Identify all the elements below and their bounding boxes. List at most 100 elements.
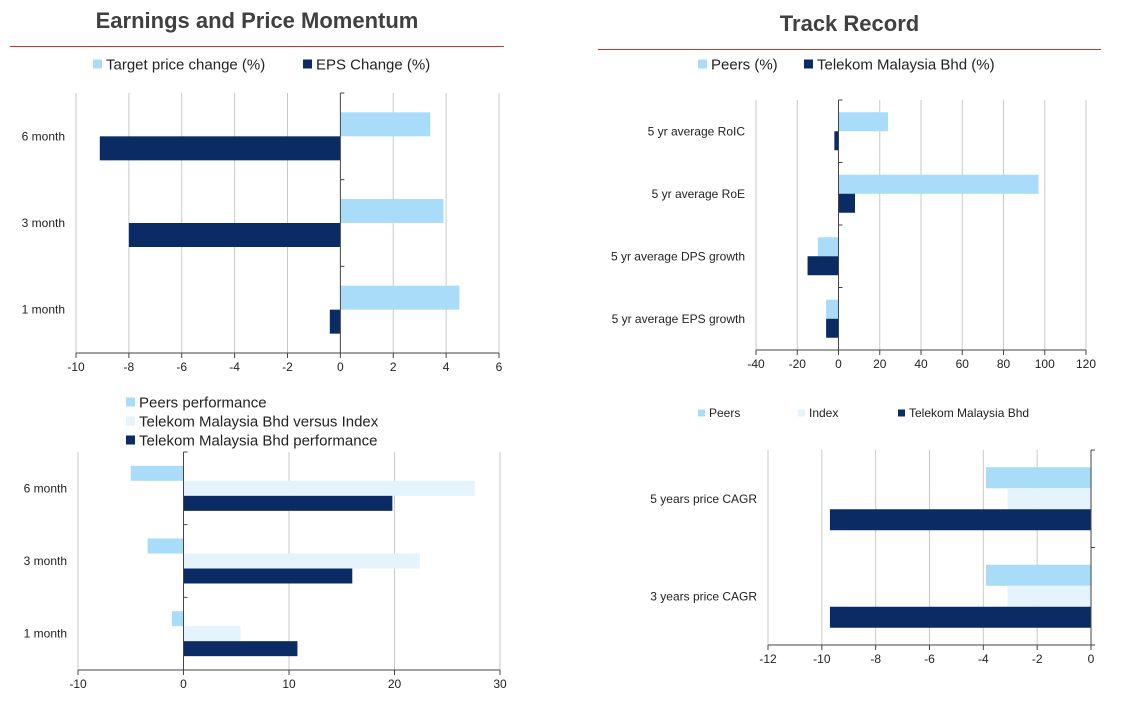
legend-label: Telekom Malaysia Bhd versus Index: [139, 413, 379, 430]
category-label: 3 month: [24, 554, 67, 568]
bar-telekom-malaysia-bhd-5-yr-average-eps-growth: [826, 318, 839, 338]
legend-swatch: [93, 59, 102, 69]
category-label: 3 years price CAGR: [650, 589, 757, 603]
legend-label: Telekom Malaysia Bhd: [909, 406, 1029, 420]
x-tick-label: -10: [69, 677, 87, 691]
bar-telekom-malaysia-bhd-versus-index-3-month: [183, 553, 420, 569]
x-tick-label: 0: [835, 357, 842, 371]
bar-telekom-malaysia-bhd-versus-index-6-month: [183, 480, 475, 496]
x-tick-label: 0: [180, 677, 187, 691]
bar-peers-5-yr-average-dps-growth: [817, 237, 839, 257]
legend-swatch: [698, 409, 705, 417]
bar-telekom-malaysia-bhd-3-years-price-cagr: [829, 606, 1091, 628]
peers-performance-chart: 6 month 3 month 1 month -10 0 10 20 30 Peers per…: [24, 394, 507, 691]
category-label: 5 years price CAGR: [650, 492, 757, 506]
bar-index-5-years-price-cagr: [1007, 488, 1091, 510]
right-title-rule: [598, 49, 1101, 50]
x-tick-label: 6: [496, 360, 503, 374]
bar-eps-change-1-month: [329, 309, 341, 334]
legend-swatch: [303, 59, 312, 69]
legend-label: Peers performance: [139, 394, 267, 411]
x-tick-label: -20: [789, 357, 807, 371]
legend-swatch: [126, 397, 135, 407]
bar-peers-5-yr-average-roic: [838, 112, 888, 132]
left-section-title: Earnings and Price Momentum: [95, 8, 419, 33]
category-label: 1 month: [24, 627, 67, 641]
legend-label: Peers (%): [711, 56, 778, 73]
x-tick-label: 10: [282, 677, 296, 691]
x-tick-label: -8: [124, 360, 135, 374]
legend-swatch: [698, 59, 707, 69]
bar-target-price-change-6-month: [340, 112, 431, 137]
bar-target-price-change-3-month: [340, 199, 444, 223]
x-tick-label: -8: [870, 652, 881, 666]
x-tick-label: 20: [388, 677, 402, 691]
bar-telekom-malaysia-bhd-performance-3-month: [183, 568, 353, 584]
category-label: 5 yr average DPS growth: [611, 249, 745, 263]
legend-label: Telekom Malaysia Bhd (%): [817, 56, 995, 73]
x-tick-label: -6: [176, 360, 187, 374]
legend-label: Peers: [709, 406, 740, 420]
x-tick-label: 80: [997, 357, 1011, 371]
x-tick-label: 30: [493, 677, 507, 691]
legend-label: Index: [809, 406, 838, 420]
x-tick-label: 4: [443, 360, 450, 374]
right-section-title: Track Record: [779, 11, 920, 36]
x-tick-label: -10: [813, 652, 831, 666]
x-tick-label: 20: [873, 357, 887, 371]
bar-peers-3-years-price-cagr: [986, 564, 1091, 586]
x-tick-label: 40: [914, 357, 928, 371]
legend-swatch: [898, 409, 905, 417]
track-record-chart: 5 yr average RoIC 5 yr average RoE 5 yr av…: [611, 56, 1096, 371]
bar-eps-change-6-month: [99, 136, 341, 161]
bar-peers-performance-6-month: [130, 465, 184, 481]
bar-peers-5-yr-average-roe: [838, 174, 1039, 194]
bar-peers-performance-1-month: [171, 611, 184, 627]
x-tick-label: -4: [978, 652, 989, 666]
legend-swatch: [126, 435, 135, 445]
x-tick-label: -6: [924, 652, 935, 666]
category-label: 6 month: [22, 129, 65, 143]
x-tick-label: -12: [759, 652, 777, 666]
bar-telekom-malaysia-bhd-5-yr-average-roic: [834, 131, 839, 151]
bar-telekom-malaysia-bhd-versus-index-1-month: [183, 626, 241, 642]
bar-peers-5-yr-average-eps-growth: [826, 299, 839, 319]
left-title-rule: [10, 46, 504, 47]
category-label: 6 month: [24, 481, 67, 495]
category-label: 5 yr average EPS growth: [612, 312, 745, 326]
category-label: 3 month: [22, 216, 65, 230]
category-label: 5 yr average RoE: [652, 187, 745, 201]
bar-peers-5-years-price-cagr: [986, 467, 1091, 489]
x-tick-label: -2: [1032, 652, 1043, 666]
price-cagr-chart: 5 years price CAGR 3 years price CAGR -12 -…: [650, 406, 1095, 666]
legend-swatch: [804, 59, 813, 69]
bar-telekom-malaysia-bhd-5-yr-average-roe: [838, 193, 855, 213]
legend-label: Telekom Malaysia Bhd performance: [139, 432, 377, 449]
bar-telekom-malaysia-bhd-5-years-price-cagr: [829, 509, 1091, 531]
bar-peers-performance-3-month: [147, 538, 184, 554]
x-tick-label: -4: [229, 360, 240, 374]
x-tick-label: -10: [67, 360, 85, 374]
legend-swatch: [126, 416, 135, 426]
legend-label: EPS Change (%): [316, 56, 430, 73]
legend-label: Target price change (%): [106, 56, 265, 73]
bar-telekom-malaysia-bhd-performance-6-month: [183, 495, 393, 511]
category-label: 1 month: [22, 303, 65, 317]
x-tick-label: -2: [282, 360, 293, 374]
category-label: 5 yr average RoIC: [648, 124, 746, 138]
legend-swatch: [798, 409, 805, 417]
bar-eps-change-3-month: [128, 223, 341, 247]
x-tick-label: 120: [1076, 357, 1096, 371]
x-tick-label: 2: [390, 360, 397, 374]
bar-telekom-malaysia-bhd-5-yr-average-dps-growth: [807, 256, 839, 276]
earnings-momentum-chart: 6 month 3 month 1 month -10 -8 -6 -4 -2 0 2 4 6 Targ…: [22, 56, 503, 374]
bar-target-price-change-1-month: [340, 285, 460, 310]
bar-telekom-malaysia-bhd-performance-1-month: [183, 641, 298, 657]
bar-index-3-years-price-cagr: [1007, 585, 1091, 607]
x-tick-label: 0: [337, 360, 344, 374]
x-tick-label: 100: [1035, 357, 1055, 371]
x-tick-label: 60: [956, 357, 970, 371]
x-tick-label: -40: [747, 357, 765, 371]
x-tick-label: 0: [1088, 652, 1095, 666]
